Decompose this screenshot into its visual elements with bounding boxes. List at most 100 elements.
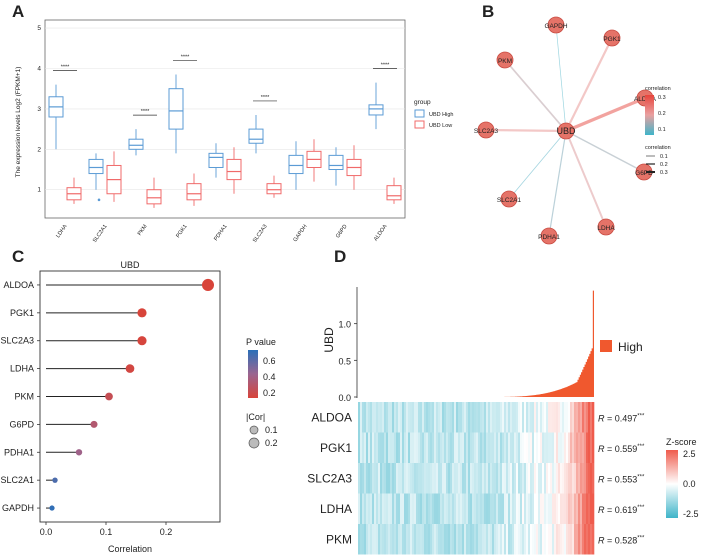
heatmap-cell	[528, 402, 531, 433]
box-body	[186, 183, 202, 201]
heatmap-cell	[526, 493, 529, 524]
legend-width-tick-3: 0.3	[660, 170, 668, 176]
heatmap-cell	[468, 463, 471, 494]
heatmap-cell	[414, 402, 417, 433]
x-tick-label: 0.2	[160, 527, 173, 537]
box-body	[266, 183, 282, 195]
heatmap-cell	[532, 432, 535, 463]
node-gapdh: GAPDH	[544, 16, 568, 34]
heatmap-cell	[534, 524, 537, 555]
heatmap-cell	[408, 463, 411, 494]
lollipop-dot	[75, 449, 83, 456]
box-pkm-high	[128, 129, 144, 156]
heatmap-row-aldoa	[358, 402, 595, 433]
heatmap-cell	[560, 463, 563, 494]
heatmap-cell	[420, 402, 423, 433]
heatmap-cell	[442, 463, 445, 494]
node-label: PDHA1	[538, 234, 560, 241]
heatmap-cell	[372, 463, 375, 494]
box-body	[208, 152, 224, 168]
heatmap-cell	[484, 463, 487, 494]
heatmap-cell	[522, 432, 525, 463]
box-body	[248, 128, 264, 144]
gene-label: SLC2A3	[0, 336, 34, 346]
heatmap-cell	[488, 493, 491, 524]
heatmap-cell	[520, 524, 523, 555]
heatmap-cell	[400, 493, 403, 524]
heatmap-cell	[366, 463, 369, 494]
node-circle	[477, 121, 495, 139]
heatmap-cell	[524, 402, 527, 433]
lollipop-aldoa: ALDOA	[3, 278, 215, 291]
heatmap-row-pgk1	[358, 432, 595, 463]
heatmap-cell	[584, 493, 587, 524]
heatmap-cell	[370, 402, 373, 433]
boxplot-frame	[44, 19, 406, 219]
heatmap-cell	[438, 524, 441, 555]
heatmap-cell	[382, 432, 385, 463]
heatmap-cell	[498, 402, 501, 433]
heatmap-cell	[410, 432, 413, 463]
heatmap-cell	[412, 463, 415, 494]
heatmap-cell	[540, 402, 543, 433]
node-label: SLC2A1	[497, 197, 522, 204]
heatmap-cell	[490, 463, 493, 494]
heatmap-cell	[486, 432, 489, 463]
panel-b-network: UBDGAPDHPGK1PKMALDOASLC2A3G6PDSLC2A1PDHA…	[474, 16, 671, 245]
heatmap-cell	[396, 493, 399, 524]
heatmap-cell	[514, 402, 517, 433]
sig-stars: ****	[261, 95, 270, 101]
heatmap-cell	[516, 432, 519, 463]
legend-color-tick-3: 0.1	[658, 127, 666, 133]
heatmap-cell	[362, 524, 365, 555]
heatmap-cell	[576, 524, 579, 555]
heatmap-cell	[458, 402, 461, 433]
heatmap-cell	[420, 493, 423, 524]
heatmap-cell	[542, 463, 545, 494]
bar-y-tick-label: 1.0	[338, 320, 351, 330]
heatmap-cell	[484, 432, 487, 463]
bar-y-tick-label: 0.0	[338, 393, 351, 403]
heatmap-cell	[542, 524, 545, 555]
heatmap-cell	[558, 524, 561, 555]
correlation-r-label: R = 0.559***	[598, 444, 645, 454]
heatmap-cell	[490, 493, 493, 524]
heatmap-cell	[362, 493, 365, 524]
legend-high-square	[600, 340, 612, 352]
heatmap-cell	[560, 432, 563, 463]
heatmap-cell	[382, 524, 385, 555]
heatmap-cell	[530, 493, 533, 524]
heatmap-cell	[398, 402, 401, 433]
heatmap-cell	[580, 524, 583, 555]
heatmap-cell	[458, 493, 461, 524]
heatmap-cell	[384, 463, 387, 494]
heatmap-cell	[548, 463, 551, 494]
heatmap-cell	[540, 432, 543, 463]
r-value: = 0.497	[605, 413, 638, 423]
heatmap-cell	[536, 432, 539, 463]
heatmap-cell	[492, 402, 495, 433]
sig-stars: ****	[61, 65, 70, 71]
box-body	[226, 158, 242, 181]
heatmap-cell	[516, 524, 519, 555]
heatmap-cell	[544, 432, 547, 463]
heatmap-cell	[588, 432, 591, 463]
heatmap-cell	[390, 524, 393, 555]
heatmap-cell	[590, 524, 593, 555]
heatmap-cell	[566, 402, 569, 433]
heatmap-cell	[430, 524, 433, 555]
heatmap-cell	[482, 402, 485, 433]
heatmap-cell	[540, 463, 543, 494]
zscore-legend: Z-score 2.5 0.0 -2.5	[666, 437, 699, 519]
heatmap-cell	[406, 432, 409, 463]
legend-high-text: High	[618, 340, 643, 354]
heatmap-cell	[428, 524, 431, 555]
heatmap-cell	[516, 463, 519, 494]
heatmap-cell	[498, 524, 501, 555]
lollipop-pkm: PKM	[14, 392, 113, 402]
heatmap-cell	[484, 524, 487, 555]
heatmap-cell	[416, 432, 419, 463]
heatmap-cell	[582, 493, 585, 524]
heatmap-cell	[462, 524, 465, 555]
heatmap-cell	[394, 524, 397, 555]
